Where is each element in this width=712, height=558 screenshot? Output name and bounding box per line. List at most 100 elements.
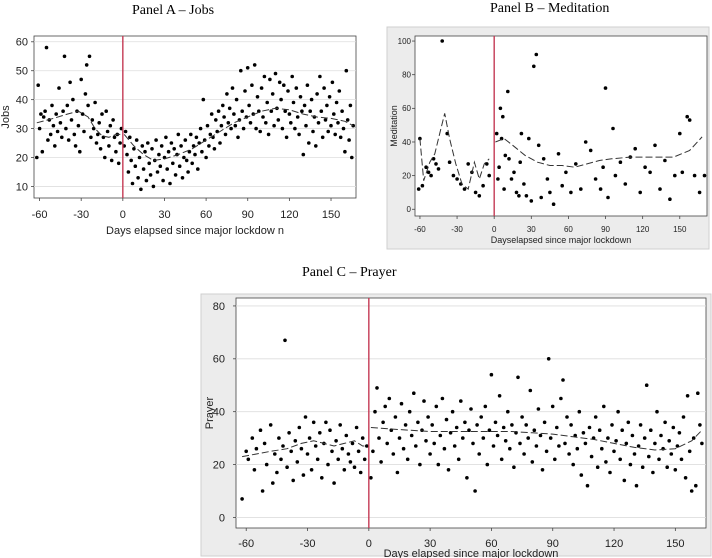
data-point xyxy=(222,115,226,119)
data-point xyxy=(401,446,406,451)
data-point xyxy=(64,126,68,131)
plot-area xyxy=(414,35,708,217)
data-point xyxy=(579,187,583,191)
data-point xyxy=(273,452,277,456)
data-point xyxy=(503,439,508,443)
data-point xyxy=(336,457,341,462)
data-point xyxy=(307,141,311,145)
data-point xyxy=(250,436,255,440)
data-point xyxy=(254,446,259,451)
data-point xyxy=(338,135,343,140)
data-point xyxy=(129,158,133,163)
data-point xyxy=(184,158,189,163)
data-point xyxy=(123,129,128,134)
data-point xyxy=(291,100,296,105)
data-point xyxy=(311,420,316,425)
data-point xyxy=(694,483,698,488)
data-point xyxy=(147,161,151,166)
data-point xyxy=(350,441,355,446)
data-point xyxy=(447,160,452,164)
data-point xyxy=(276,118,281,122)
data-point xyxy=(239,68,243,73)
data-point xyxy=(497,394,502,398)
data-point xyxy=(109,158,114,163)
data-point xyxy=(524,423,528,427)
data-point xyxy=(146,141,150,145)
data-point xyxy=(279,457,283,462)
data-point xyxy=(275,470,279,475)
data-point xyxy=(247,103,251,108)
data-point xyxy=(345,118,350,122)
data-point xyxy=(315,92,319,96)
panel-b-title: Panel B – Meditation xyxy=(490,1,610,16)
data-point xyxy=(494,131,499,136)
data-point xyxy=(498,106,503,111)
x-axis-label: Days elapsed since major lockdown xyxy=(384,548,559,558)
data-point xyxy=(561,378,565,382)
data-point xyxy=(346,452,351,456)
data-point xyxy=(302,103,307,108)
data-point xyxy=(648,170,652,175)
data-point xyxy=(271,481,275,485)
data-point xyxy=(381,420,385,425)
data-point xyxy=(620,428,624,433)
y-tick-label: 100 xyxy=(398,37,412,46)
data-point xyxy=(60,135,64,140)
data-point xyxy=(84,63,89,67)
data-point xyxy=(647,454,651,459)
data-point xyxy=(318,74,322,79)
data-point xyxy=(446,468,451,472)
data-point xyxy=(475,423,479,427)
data-point xyxy=(266,132,271,137)
data-point xyxy=(687,118,692,122)
data-point xyxy=(323,118,328,122)
data-point xyxy=(375,386,379,390)
data-point xyxy=(270,92,275,96)
data-point xyxy=(86,103,90,108)
data-point xyxy=(546,357,551,361)
data-point xyxy=(608,470,612,475)
data-point xyxy=(452,444,457,448)
data-point xyxy=(344,68,349,73)
data-point xyxy=(451,173,456,178)
data-point xyxy=(426,170,431,175)
data-point xyxy=(260,489,265,493)
data-point xyxy=(51,123,56,128)
y-tick-label: 40 xyxy=(16,94,28,106)
data-point xyxy=(613,173,618,178)
data-point xyxy=(696,391,700,396)
data-point xyxy=(71,97,75,102)
data-point xyxy=(469,407,473,411)
data-point xyxy=(668,197,672,201)
data-point xyxy=(214,118,218,122)
data-point xyxy=(565,415,569,419)
data-point xyxy=(72,132,77,137)
data-point xyxy=(315,457,320,462)
data-point xyxy=(308,109,313,113)
data-point xyxy=(53,144,57,148)
data-point xyxy=(503,153,508,158)
data-point xyxy=(258,129,263,134)
y-tick-label: 30 xyxy=(16,123,28,135)
data-point xyxy=(258,428,263,433)
data-point xyxy=(675,444,680,448)
data-point xyxy=(678,131,682,136)
data-point xyxy=(309,468,314,472)
data-point xyxy=(128,135,132,140)
data-point xyxy=(269,109,274,113)
data-point xyxy=(640,465,645,470)
data-point xyxy=(293,126,297,131)
data-point xyxy=(76,123,81,128)
data-point xyxy=(182,155,186,160)
x-tick-label: -30 xyxy=(73,209,89,221)
data-point xyxy=(90,118,95,122)
data-point xyxy=(653,143,657,148)
data-point xyxy=(103,155,107,160)
data-point xyxy=(87,54,92,59)
data-point xyxy=(107,144,111,148)
data-point xyxy=(585,483,590,488)
data-point xyxy=(97,121,101,125)
data-point xyxy=(194,135,199,140)
data-point xyxy=(252,63,257,67)
data-point xyxy=(673,468,678,472)
